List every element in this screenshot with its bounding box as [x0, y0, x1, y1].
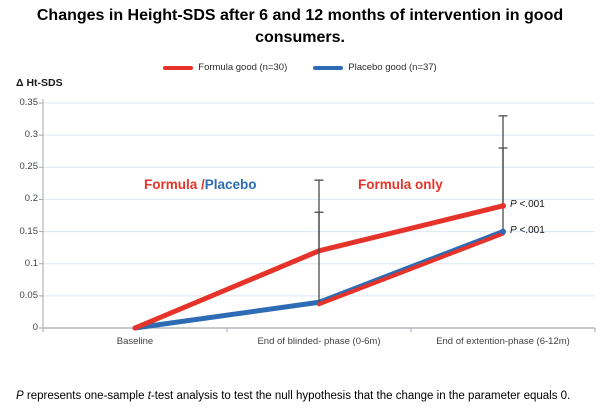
formula-line-swatch [163, 65, 194, 70]
formula-end-dot [500, 202, 506, 209]
placebo-end-dot [500, 228, 506, 235]
footnote-text-1: represents one-sample [23, 390, 148, 402]
annotation-formula-only: Formula only [358, 177, 443, 192]
footnote-p-symbol: P [16, 390, 24, 402]
footnote: P represents one-sample t-test analysis … [16, 390, 570, 402]
legend-item-placebo: Placebo good (n=37) [313, 62, 437, 73]
annotation-slash: / [197, 177, 205, 192]
legend-item-formula: Formula good (n=30) [163, 62, 287, 73]
legend: Formula good (n=30) Placebo good (n=37) [0, 62, 600, 73]
footnote-t-symbol: t [147, 390, 151, 402]
p-value: <.001 [516, 225, 545, 236]
chart-title: Changes in Height-SDS after 6 and 12 mon… [36, 7, 564, 46]
annotation-formula-part: Formula [144, 177, 198, 192]
p-symbol: P [510, 199, 517, 210]
footnote-text-2: -test analysis to test the null hypothes… [150, 390, 571, 402]
legend-label-placebo: Placebo good (n=37) [348, 62, 437, 73]
annotation-placebo-part: Placebo [204, 177, 257, 192]
formula-overlay-line [317, 231, 505, 307]
p-value-placebo: P <.001 [510, 225, 545, 236]
y-axis-title: Δ Ht-SDS [16, 77, 63, 89]
legend-label-formula: Formula good (n=30) [198, 62, 288, 73]
placebo-line-swatch [313, 65, 344, 70]
annotation-formula-placebo: Formula /Placebo [144, 177, 257, 192]
p-value-formula: P <.001 [510, 199, 545, 210]
p-value: <.001 [516, 199, 545, 210]
p-symbol: P [510, 225, 517, 236]
